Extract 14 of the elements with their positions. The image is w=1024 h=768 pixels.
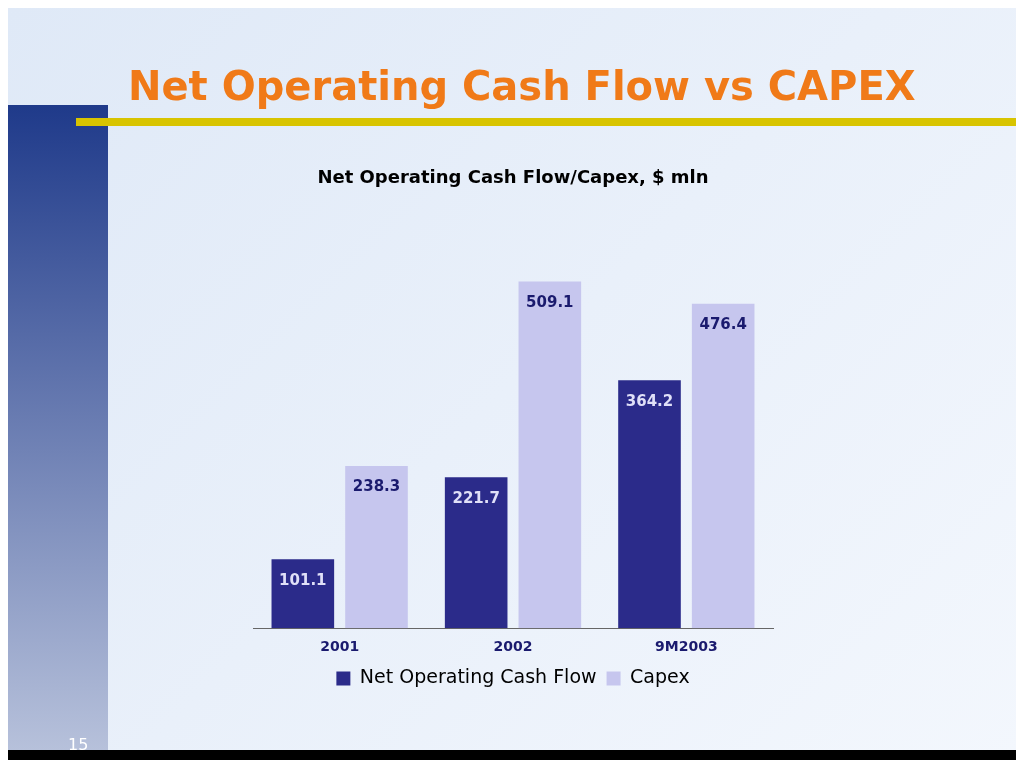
data-label: 509.1 (526, 292, 574, 311)
chart-subtitle: Net Operating Cash Flow/Capex, $ mln (317, 166, 709, 188)
chart-title: Net Operating Cash Flow vs CAPEX (128, 63, 916, 109)
data-label: 238.3 (352, 477, 401, 496)
text: 15 (68, 735, 89, 754)
x-tick-label: 2002 (493, 638, 533, 655)
data-label: 101.1 (279, 570, 327, 589)
data-label: 221.7 (452, 488, 500, 507)
legend-label: Capex (630, 665, 690, 688)
x-tick-label: 9M2003 (655, 638, 718, 655)
x-tick-label: 2001 (320, 638, 360, 655)
data-label: 364.2 (625, 391, 674, 410)
data-label: 476.4 (699, 315, 747, 334)
legend-label: Net Operating Cash Flow (359, 665, 597, 688)
